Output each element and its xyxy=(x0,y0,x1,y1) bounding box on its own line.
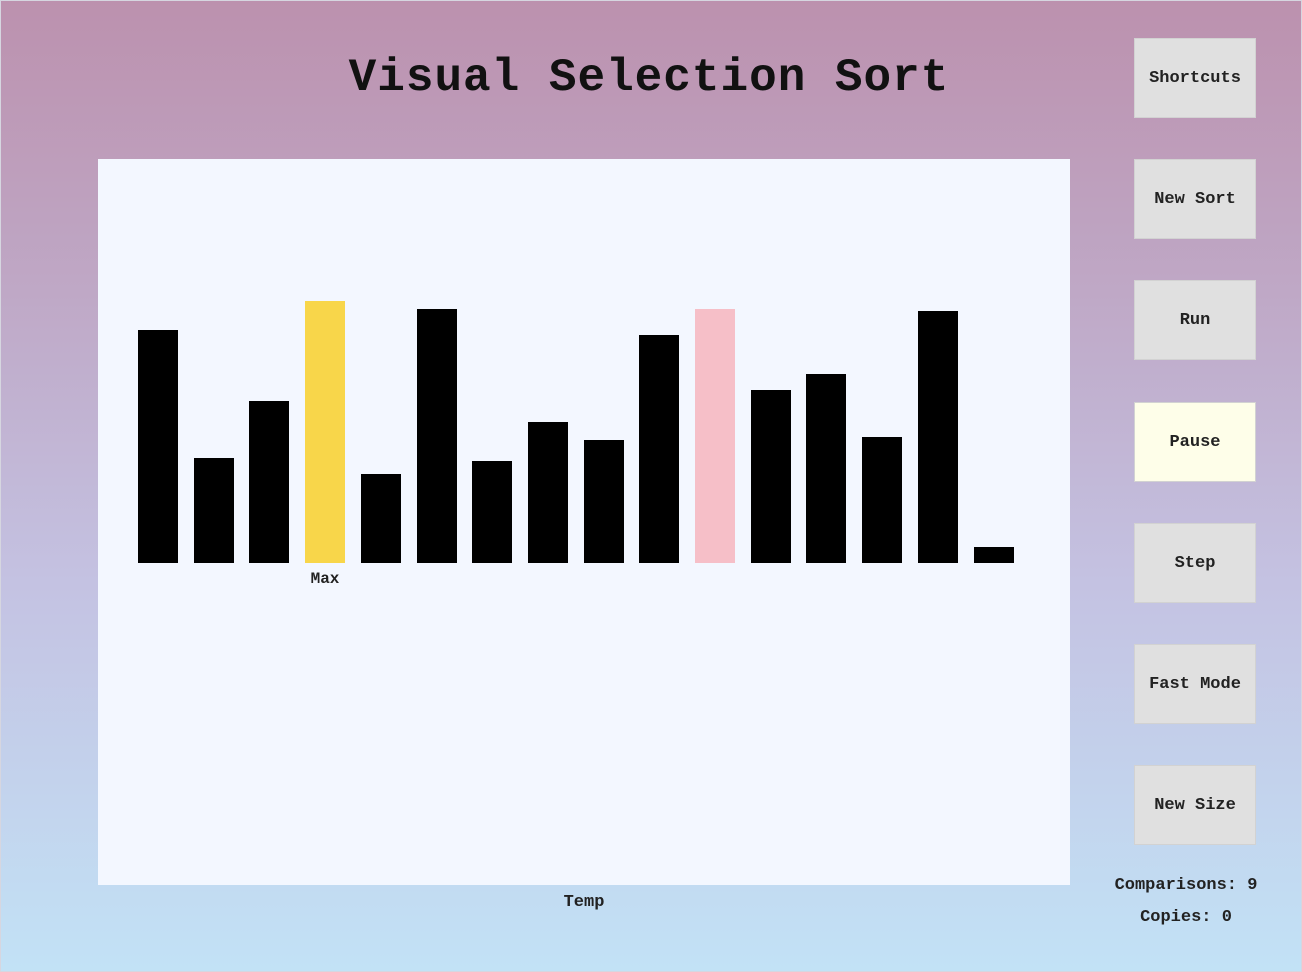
copies-counter: Copies: 0 xyxy=(1096,908,1276,927)
temp-label: Temp xyxy=(563,893,605,912)
run-button[interactable]: Run xyxy=(1134,280,1256,360)
bar xyxy=(194,458,234,563)
bar xyxy=(918,311,958,563)
shortcuts-button[interactable]: Shortcuts xyxy=(1134,38,1256,118)
sort-canvas: Max xyxy=(98,159,1070,885)
step-button[interactable]: Step xyxy=(1134,523,1256,603)
bar xyxy=(249,401,289,563)
bar xyxy=(584,440,624,563)
pause-button[interactable]: Pause xyxy=(1134,402,1256,482)
fast-mode-button[interactable]: Fast Mode xyxy=(1134,644,1256,724)
bar xyxy=(417,309,457,563)
bar xyxy=(361,474,401,563)
comparisons-counter: Comparisons: 9 xyxy=(1096,876,1276,895)
bar xyxy=(639,335,679,563)
new-size-button[interactable]: New Size xyxy=(1134,765,1256,845)
copies-value: 0 xyxy=(1221,908,1232,927)
bar-chart: Max xyxy=(98,159,1070,885)
bar-max xyxy=(305,301,345,563)
bar xyxy=(472,461,512,563)
bar xyxy=(751,390,791,563)
bar xyxy=(974,547,1014,563)
max-label: Max xyxy=(310,570,340,588)
new-sort-button[interactable]: New Sort xyxy=(1134,159,1256,239)
comparisons-value: 9 xyxy=(1247,876,1258,895)
bar xyxy=(862,437,902,563)
comparisons-label: Comparisons: xyxy=(1114,876,1237,895)
bar xyxy=(138,330,178,563)
bar xyxy=(528,422,568,563)
bar xyxy=(806,374,846,563)
page-title: Visual Selection Sort xyxy=(348,52,950,104)
copies-label: Copies: xyxy=(1140,908,1212,927)
bar-current xyxy=(695,309,735,563)
